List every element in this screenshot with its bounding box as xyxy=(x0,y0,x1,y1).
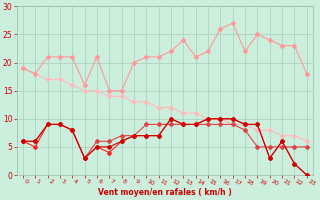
X-axis label: Vent moyen/en rafales ( km/h ): Vent moyen/en rafales ( km/h ) xyxy=(98,188,232,197)
